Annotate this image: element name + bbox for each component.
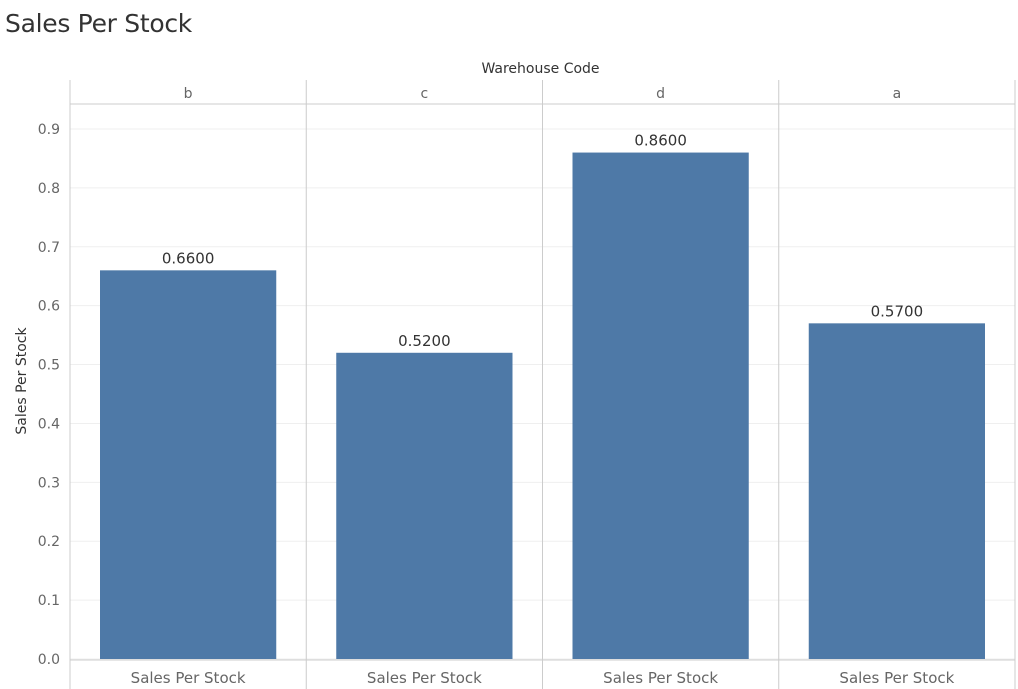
category-label-b: b bbox=[184, 86, 193, 102]
data-label-d: 0.8600 bbox=[634, 132, 687, 150]
data-label-a: 0.5700 bbox=[871, 302, 924, 320]
y-tick-label: 0.4 bbox=[38, 416, 60, 432]
column-header-title: Warehouse Code bbox=[481, 61, 599, 77]
measure-label: Sales Per Stock bbox=[367, 669, 482, 687]
bar-b bbox=[100, 270, 277, 659]
category-label-d: d bbox=[656, 86, 665, 102]
chart-frame bbox=[69, 80, 1016, 689]
y-tick-label: 0.3 bbox=[38, 475, 60, 491]
measure-label: Sales Per Stock bbox=[839, 669, 954, 687]
chart-text: 0.0 0.1 0.2 0.3 0.4 0.5 0.6 0.7 0.8 0.9 Warehouse … bbox=[14, 61, 955, 687]
bars bbox=[100, 152, 985, 660]
y-tick-label: 0.8 bbox=[38, 181, 60, 197]
data-label-b: 0.6600 bbox=[162, 249, 215, 267]
measure-label: Sales Per Stock bbox=[131, 669, 246, 687]
y-tick-label: 0.9 bbox=[38, 122, 60, 138]
y-tick-label: 0.1 bbox=[38, 593, 60, 609]
bar-a bbox=[808, 323, 985, 659]
category-label-c: c bbox=[421, 86, 429, 102]
y-tick-label: 0.2 bbox=[38, 534, 60, 550]
data-label-c: 0.5200 bbox=[398, 332, 451, 350]
y-tick-label: 0.7 bbox=[38, 240, 60, 256]
y-tick-label: 0.0 bbox=[38, 652, 60, 668]
bar-d bbox=[572, 152, 749, 660]
chart-title: Sales Per Stock bbox=[5, 9, 192, 38]
measure-label: Sales Per Stock bbox=[603, 669, 718, 687]
y-axis-label: Sales Per Stock bbox=[14, 327, 30, 435]
bar-c bbox=[336, 352, 513, 659]
category-label-a: a bbox=[893, 86, 902, 102]
y-tick-label: 0.6 bbox=[38, 299, 60, 315]
y-tick-label: 0.5 bbox=[38, 358, 60, 374]
